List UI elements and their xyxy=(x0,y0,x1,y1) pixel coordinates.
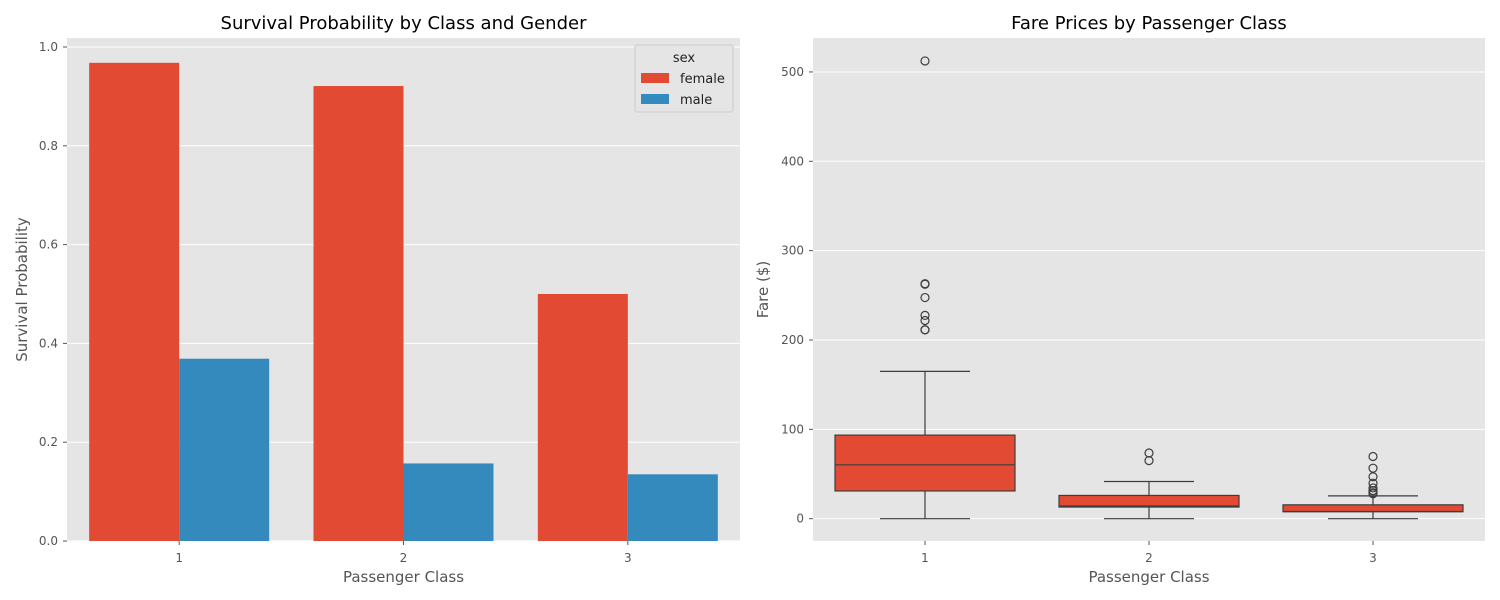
outlier-point-class-3 xyxy=(1368,483,1378,493)
outlier-point-class-2 xyxy=(1144,448,1154,458)
survival-bar-chart: 0.0 0.2 0.4 0.6 0.8 1.0 1 2 3 Survival Probabili… xyxy=(13,13,740,586)
outlier-point-class-3 xyxy=(1368,478,1378,488)
y-tick-label: 0.8 xyxy=(39,139,58,153)
fare-box-plot: 0 100 200 300 400 500 1 2 3 Fare Prices by Passe… xyxy=(754,13,1485,586)
bar-female-class-2 xyxy=(313,86,404,541)
x-tick-label: 2 xyxy=(400,551,408,565)
tick-labels: 0.0 0.2 0.4 0.6 0.8 1.0 1 2 3 xyxy=(39,40,632,565)
box-class-2 xyxy=(1058,494,1240,508)
y-tick-label: 0 xyxy=(796,512,804,526)
y-tick-label: 0.6 xyxy=(39,238,58,252)
outlier-point-class-3 xyxy=(1368,451,1378,462)
y-tick-label: 300 xyxy=(781,244,804,258)
x-tick-label: 2 xyxy=(1145,551,1153,565)
bar-male-class-2 xyxy=(403,463,494,541)
y-tick-label: 0.2 xyxy=(39,435,58,449)
outlier-point-class-1 xyxy=(920,325,930,335)
box-class-1 xyxy=(834,434,1016,492)
bar-male-class-3 xyxy=(627,474,718,541)
legend-label-male: male xyxy=(680,93,712,108)
legend-label-female: female xyxy=(680,72,725,87)
legend: sex female male xyxy=(634,44,734,113)
x-tick-label: 1 xyxy=(921,551,929,565)
x-tick-label: 3 xyxy=(624,551,632,565)
outlier-point-class-1 xyxy=(920,279,930,289)
x-axis-label: Passenger Class xyxy=(343,568,464,586)
bars xyxy=(89,62,718,542)
legend-title: sex xyxy=(673,51,696,66)
x-tick-label: 1 xyxy=(175,551,183,565)
x-tick-label: 3 xyxy=(1369,551,1377,565)
y-tick-label: 200 xyxy=(781,333,804,347)
box-class-3 xyxy=(1282,504,1464,513)
bar-female-class-3 xyxy=(537,294,628,541)
y-tick-label: 0.0 xyxy=(39,534,58,548)
y-tick-label: 100 xyxy=(781,422,804,436)
chart-title: Fare Prices by Passenger Class xyxy=(1011,13,1287,34)
outlier-point-class-1 xyxy=(920,315,930,326)
bar-female-class-1 xyxy=(89,62,180,542)
tick-labels: 0 100 200 300 400 500 1 2 3 xyxy=(781,65,1377,565)
legend-swatch-female xyxy=(641,73,669,83)
y-tick-label: 500 xyxy=(781,65,804,79)
y-tick-label: 400 xyxy=(781,154,804,168)
legend-swatch-male xyxy=(641,94,669,104)
outlier-point-class-1 xyxy=(920,310,930,321)
x-axis-label: Passenger Class xyxy=(1088,568,1209,586)
outlier-point-class-1 xyxy=(920,56,930,66)
y-tick-label: 0.4 xyxy=(39,336,58,350)
outlier-point-class-3 xyxy=(1368,463,1378,473)
y-tick-label: 1.0 xyxy=(39,40,58,54)
boxes xyxy=(834,56,1464,520)
bar-male-class-1 xyxy=(179,358,270,541)
y-axis-label: Fare ($) xyxy=(754,261,772,319)
y-axis-label: Survival Probability xyxy=(13,217,31,362)
chart-title: Survival Probability by Class and Gender xyxy=(221,13,588,34)
outlier-point-class-1 xyxy=(920,292,930,303)
